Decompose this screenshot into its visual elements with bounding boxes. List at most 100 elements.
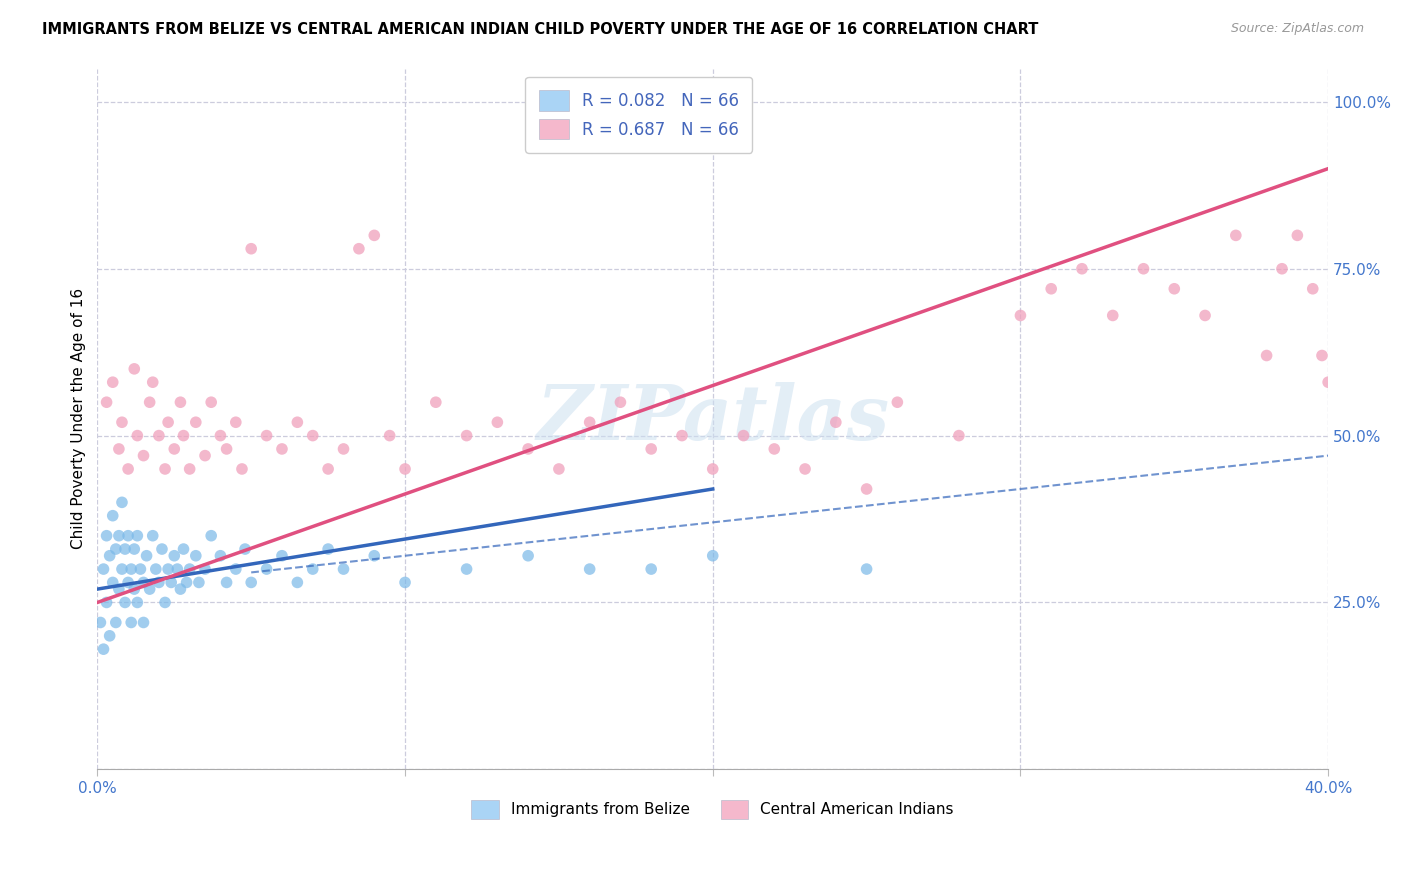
Y-axis label: Child Poverty Under the Age of 16: Child Poverty Under the Age of 16	[72, 288, 86, 549]
Point	[215, 575, 238, 590]
Point	[108, 582, 131, 596]
Point	[215, 442, 238, 456]
Point	[93, 642, 115, 657]
Point	[231, 462, 253, 476]
Point	[127, 529, 149, 543]
Point	[394, 462, 416, 476]
Point	[117, 529, 139, 543]
Point	[148, 428, 170, 442]
Point	[347, 242, 370, 256]
Point	[132, 575, 155, 590]
Point	[96, 529, 118, 543]
Point	[179, 562, 201, 576]
Point	[233, 542, 256, 557]
Point	[153, 595, 176, 609]
Point	[157, 415, 180, 429]
Point	[153, 462, 176, 476]
Point	[157, 562, 180, 576]
Point	[129, 562, 152, 576]
Point	[150, 542, 173, 557]
Point	[609, 395, 631, 409]
Point	[108, 442, 131, 456]
Point	[179, 462, 201, 476]
Point	[104, 615, 127, 630]
Legend: Immigrants from Belize, Central American Indians: Immigrants from Belize, Central American…	[465, 794, 960, 825]
Point	[316, 542, 339, 557]
Point	[578, 415, 600, 429]
Point	[640, 442, 662, 456]
Point	[1163, 282, 1185, 296]
Point	[1040, 282, 1063, 296]
Point	[169, 395, 191, 409]
Point	[101, 375, 124, 389]
Point	[194, 449, 217, 463]
Point	[378, 428, 401, 442]
Point	[332, 442, 354, 456]
Point	[301, 562, 323, 576]
Point	[1132, 261, 1154, 276]
Point	[271, 549, 294, 563]
Point	[271, 442, 294, 456]
Point	[142, 529, 165, 543]
Point	[671, 428, 693, 442]
Point	[548, 462, 571, 476]
Point	[194, 562, 217, 576]
Point	[763, 442, 786, 456]
Point	[1302, 282, 1324, 296]
Point	[316, 462, 339, 476]
Point	[184, 415, 207, 429]
Point	[160, 575, 183, 590]
Text: ZIPatlas: ZIPatlas	[536, 382, 890, 456]
Point	[1071, 261, 1094, 276]
Point	[108, 529, 131, 543]
Point	[173, 428, 195, 442]
Text: IMMIGRANTS FROM BELIZE VS CENTRAL AMERICAN INDIAN CHILD POVERTY UNDER THE AGE OF: IMMIGRANTS FROM BELIZE VS CENTRAL AMERIC…	[42, 22, 1039, 37]
Point	[98, 549, 121, 563]
Point	[114, 595, 136, 609]
Point	[1310, 349, 1333, 363]
Point	[166, 562, 188, 576]
Point	[93, 562, 115, 576]
Point	[363, 228, 385, 243]
Point	[200, 529, 222, 543]
Point	[855, 562, 877, 576]
Point	[240, 575, 263, 590]
Point	[285, 415, 308, 429]
Point	[517, 442, 540, 456]
Point	[184, 549, 207, 563]
Point	[240, 242, 263, 256]
Point	[173, 542, 195, 557]
Point	[104, 542, 127, 557]
Point	[145, 562, 167, 576]
Point	[101, 575, 124, 590]
Text: Source: ZipAtlas.com: Source: ZipAtlas.com	[1230, 22, 1364, 36]
Point	[456, 562, 478, 576]
Point	[127, 595, 149, 609]
Point	[117, 575, 139, 590]
Point	[124, 582, 146, 596]
Point	[124, 542, 146, 557]
Point	[394, 575, 416, 590]
Point	[111, 415, 134, 429]
Point	[96, 395, 118, 409]
Point	[1010, 309, 1032, 323]
Point	[132, 615, 155, 630]
Point	[855, 482, 877, 496]
Point	[1194, 309, 1216, 323]
Point	[89, 615, 111, 630]
Point	[163, 442, 186, 456]
Point	[256, 562, 278, 576]
Point	[135, 549, 157, 563]
Point	[794, 462, 817, 476]
Point	[120, 562, 142, 576]
Point	[138, 582, 160, 596]
Point	[209, 428, 232, 442]
Point	[187, 575, 209, 590]
Point	[486, 415, 509, 429]
Point	[456, 428, 478, 442]
Point	[96, 595, 118, 609]
Point	[111, 562, 134, 576]
Point	[1256, 349, 1278, 363]
Point	[1225, 228, 1247, 243]
Point	[101, 508, 124, 523]
